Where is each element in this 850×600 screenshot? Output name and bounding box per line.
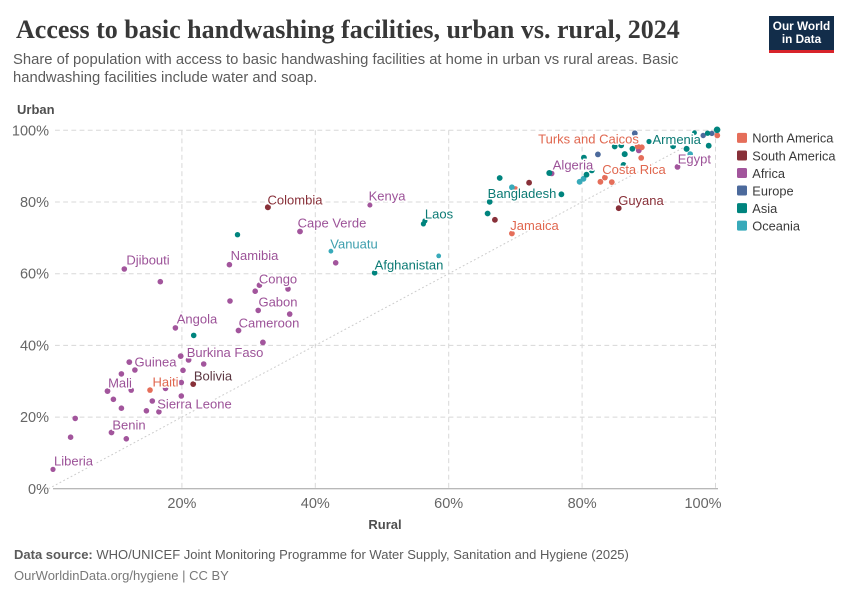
svg-text:Angola: Angola (177, 312, 218, 327)
svg-text:Congo: Congo (259, 272, 297, 287)
svg-text:Djibouti: Djibouti (126, 253, 169, 268)
svg-text:Laos: Laos (425, 207, 454, 222)
svg-text:Mali: Mali (108, 376, 132, 391)
svg-text:Haiti: Haiti (152, 375, 178, 390)
svg-text:0%: 0% (28, 482, 49, 498)
svg-text:Turks and Caicos: Turks and Caicos (538, 132, 639, 147)
svg-text:Gabon: Gabon (258, 295, 297, 310)
svg-text:80%: 80% (568, 496, 597, 512)
svg-text:Egypt: Egypt (678, 152, 712, 167)
svg-text:Liberia: Liberia (54, 454, 94, 469)
svg-text:Kenya: Kenya (369, 189, 407, 204)
svg-text:100%: 100% (684, 496, 721, 512)
svg-text:40%: 40% (301, 496, 330, 512)
svg-text:Namibia: Namibia (231, 248, 279, 263)
svg-text:Asia: Asia (752, 201, 778, 216)
svg-text:Burkina Faso: Burkina Faso (187, 345, 264, 360)
svg-text:Europe: Europe (752, 183, 793, 198)
svg-text:80%: 80% (20, 195, 49, 211)
svg-text:20%: 20% (20, 410, 49, 426)
svg-text:100%: 100% (12, 123, 49, 139)
svg-text:Costa Rica: Costa Rica (602, 162, 666, 177)
svg-text:Armenia: Armenia (652, 132, 701, 147)
svg-text:Oceania: Oceania (752, 218, 801, 233)
svg-text:Jamaica: Jamaica (510, 218, 559, 233)
svg-text:Cameroon: Cameroon (239, 316, 300, 331)
svg-text:Urban: Urban (17, 102, 55, 117)
svg-text:Benin: Benin (112, 418, 145, 433)
svg-text:Vanuatu: Vanuatu (330, 237, 377, 252)
svg-text:Guinea: Guinea (135, 355, 178, 370)
svg-text:Bangladesh: Bangladesh (488, 186, 557, 201)
svg-text:Algeria: Algeria (553, 158, 594, 173)
svg-text:Africa: Africa (752, 166, 786, 181)
svg-text:20%: 20% (167, 496, 196, 512)
svg-text:Sierra Leone: Sierra Leone (157, 397, 231, 412)
svg-text:North America: North America (752, 131, 834, 146)
svg-text:60%: 60% (434, 496, 463, 512)
svg-text:Bolivia: Bolivia (194, 369, 233, 384)
svg-text:South America: South America (752, 148, 836, 163)
svg-text:60%: 60% (20, 267, 49, 283)
svg-text:Cape Verde: Cape Verde (298, 216, 367, 231)
svg-text:40%: 40% (20, 338, 49, 354)
svg-text:Guyana: Guyana (618, 193, 664, 208)
svg-text:Colombia: Colombia (268, 193, 324, 208)
svg-text:Afghanistan: Afghanistan (375, 258, 444, 273)
svg-text:Rural: Rural (368, 517, 401, 532)
